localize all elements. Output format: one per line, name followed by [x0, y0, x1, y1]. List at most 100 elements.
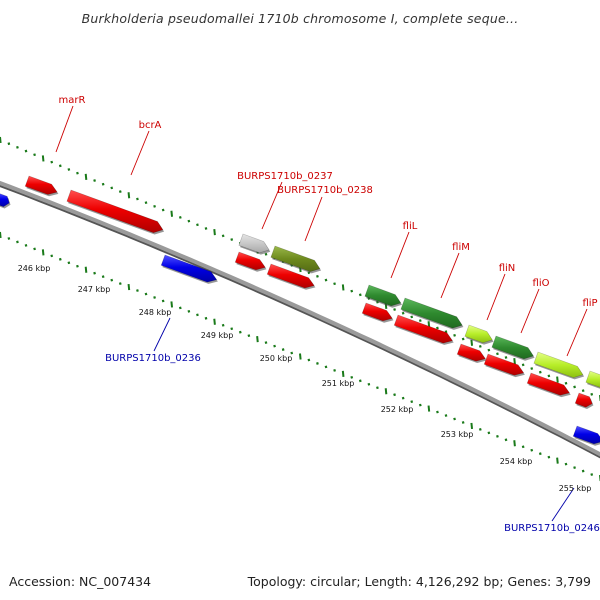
- outer-ring-major-tick: [427, 321, 431, 328]
- inner-ring-major-tick: [41, 249, 45, 256]
- outer-ring-minor-tick: [496, 352, 499, 356]
- gene-block-dark[interactable]: [364, 284, 402, 308]
- inner-ring-minor-tick: [418, 403, 422, 407]
- cds-arrow-blue[interactable]: [160, 254, 218, 284]
- outer-ring-minor-tick: [487, 348, 491, 352]
- chromosome-backbone: [0, 180, 600, 459]
- inner-ring-minor-tick: [530, 448, 534, 452]
- gene-label-burps1710b-0238[interactable]: BURPS1710b_0238: [277, 185, 373, 196]
- inner-ring-minor-tick: [461, 421, 465, 424]
- outer-ring-minor-tick: [264, 252, 268, 256]
- gene-block-light[interactable]: [585, 370, 600, 389]
- kbp-label: 250 kbp: [260, 354, 293, 363]
- outer-ring-major-tick: [213, 229, 216, 236]
- kbp-label: 248 kbp: [139, 308, 172, 317]
- outer-ring-major-tick: [84, 173, 88, 180]
- cds-arrow-red[interactable]: [483, 353, 525, 378]
- gene-block-olive[interactable]: [270, 245, 322, 274]
- cds-arrow-red[interactable]: [574, 392, 594, 409]
- inner-ring-minor-tick: [393, 393, 396, 397]
- gene-block-light[interactable]: [464, 324, 494, 345]
- outer-ring-minor-tick: [581, 389, 585, 393]
- inner-ring-minor-tick: [410, 400, 414, 404]
- gene-label-burps1710b-0238-leader: [304, 196, 323, 242]
- gene-label-burps1710b-0246-leader: [551, 487, 575, 522]
- cds-arrow-red[interactable]: [456, 343, 487, 363]
- inner-ring-minor-tick: [478, 428, 482, 431]
- gene-label-fliN-leader: [486, 273, 506, 321]
- inner-ring-minor-tick: [358, 379, 362, 383]
- inner-ring-major-tick: [470, 422, 474, 430]
- outer-ring-minor-tick: [16, 145, 19, 149]
- gene-label-burps1710b-0236[interactable]: BURPS1710b_0236: [105, 353, 201, 364]
- outer-ring-minor-tick: [538, 370, 542, 374]
- outer-ring-major-tick: [556, 376, 559, 383]
- outer-ring-minor-tick: [161, 208, 165, 212]
- feature-track: [0, 175, 600, 446]
- kbp-label: 247 kbp: [78, 285, 111, 294]
- gene-block-dark[interactable]: [400, 297, 464, 330]
- gene-block-dark[interactable]: [491, 335, 535, 361]
- gene-label-burps1710b-0237[interactable]: BURPS1710b_0237: [237, 171, 333, 182]
- outer-ring-minor-tick: [76, 171, 79, 175]
- genome-summary-text: Topology: circular; Length: 4,126,292 bp…: [247, 574, 591, 589]
- cds-arrow-blue[interactable]: [572, 425, 600, 446]
- inner-ring-minor-tick: [273, 344, 276, 348]
- gene-label-fliM[interactable]: fliM: [452, 242, 470, 253]
- cds-arrow-red[interactable]: [266, 263, 316, 290]
- inner-ring-major-tick: [556, 457, 559, 464]
- accession-text: Accession: NC_007434: [9, 574, 152, 589]
- inner-ring-minor-tick: [496, 434, 499, 438]
- gene-label-fliN[interactable]: fliN: [499, 263, 516, 274]
- inner-ring-minor-tick: [144, 292, 148, 296]
- inner-ring-minor-tick: [24, 244, 28, 247]
- inner-ring-major-tick: [0, 231, 2, 239]
- cds-arrow-red[interactable]: [234, 251, 267, 272]
- inner-ring-minor-tick: [118, 282, 122, 285]
- outer-ring-minor-tick: [564, 381, 568, 385]
- inner-ring-minor-tick: [564, 462, 568, 466]
- cds-arrow-red[interactable]: [526, 372, 571, 398]
- map-title: Burkholderia pseudomallei 1710b chromoso…: [81, 11, 519, 26]
- outer-ring-minor-tick: [324, 278, 328, 282]
- gene-label-fliL[interactable]: fliL: [403, 221, 418, 232]
- cds-arrow-red[interactable]: [361, 302, 394, 323]
- gene-label-fliO[interactable]: fliO: [533, 278, 550, 289]
- inner-ring-minor-tick: [196, 313, 199, 317]
- kbp-scale: 246 kbp 247 kbp 248 kbp 249 kbp 250 kbp 251 k…: [18, 264, 592, 493]
- outer-ring-major-tick: [470, 339, 474, 346]
- outer-ring-minor-tick: [333, 282, 336, 286]
- gene-callouts: marR bcrA BURPS1710b_0237 BURPS1710b_0238fl…: [55, 95, 600, 534]
- gene-label-bcrA[interactable]: bcrA: [139, 120, 162, 131]
- outer-ring-minor-tick: [196, 223, 199, 227]
- cds-arrow-red[interactable]: [66, 189, 165, 235]
- kbp-label: 254 kbp: [500, 457, 533, 466]
- gene-label-burps1710b-0246[interactable]: BURPS1710b_0246: [504, 523, 600, 534]
- inner-ring-minor-tick: [33, 247, 36, 251]
- inner-ring-minor-tick: [76, 264, 79, 268]
- inner-ring-minor-tick: [58, 257, 62, 261]
- inner-ring-minor-tick: [307, 358, 311, 362]
- inner-ring-minor-tick: [401, 396, 405, 400]
- cds-arrow-blue[interactable]: [0, 193, 11, 209]
- outer-ring-minor-tick: [444, 330, 448, 334]
- outer-ring-minor-tick: [504, 356, 508, 359]
- cds-arrow-red[interactable]: [24, 175, 59, 197]
- gene-label-marR[interactable]: marR: [59, 95, 86, 106]
- outer-ring-minor-tick: [436, 326, 439, 330]
- outer-ring-major-tick: [0, 136, 2, 144]
- inner-ring-major-tick: [427, 405, 431, 412]
- inner-ring-minor-tick: [290, 351, 294, 355]
- gene-label-fliP[interactable]: fliP: [582, 298, 597, 309]
- cds-arrow-red[interactable]: [393, 314, 454, 345]
- outer-ring-minor-tick: [530, 367, 534, 370]
- gene-block-grey[interactable]: [238, 233, 271, 255]
- gene-block-light[interactable]: [533, 351, 585, 380]
- inner-ring-minor-tick: [436, 410, 439, 414]
- gene-label-fliP-leader: [566, 308, 588, 357]
- kbp-label: 255 kbp: [559, 484, 592, 493]
- inner-ring-minor-tick: [590, 473, 594, 476]
- outer-ring-minor-tick: [590, 392, 594, 396]
- inner-ring-minor-tick: [333, 368, 336, 372]
